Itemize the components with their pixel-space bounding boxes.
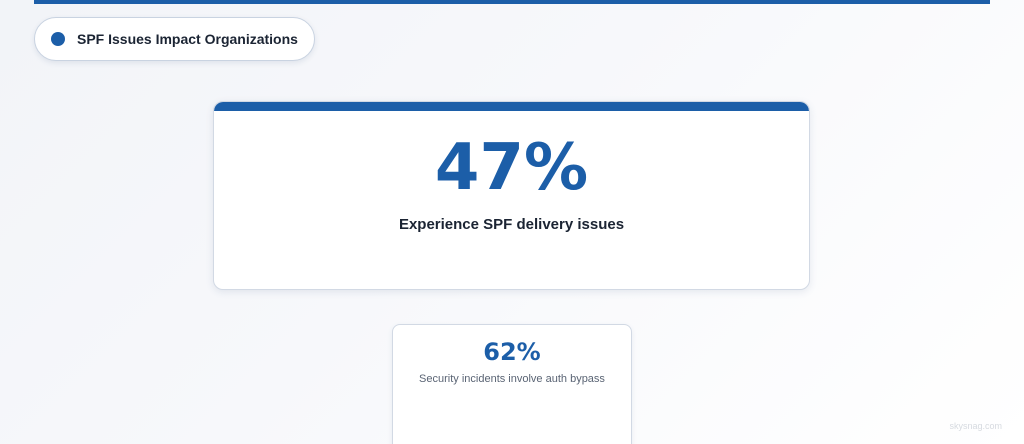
section-badge-label: SPF Issues Impact Organizations bbox=[77, 31, 298, 47]
secondary-stat-caption: Security incidents involve auth bypass bbox=[419, 373, 605, 385]
secondary-stat-value: 62% bbox=[483, 338, 541, 366]
primary-stat-card-accent bbox=[214, 102, 809, 111]
watermark: skysnag.com bbox=[949, 421, 1002, 431]
primary-stat-caption: Experience SPF delivery issues bbox=[398, 216, 625, 233]
section-badge: SPF Issues Impact Organizations bbox=[34, 17, 315, 61]
secondary-stat-card: 62% Security incidents involve auth bypa… bbox=[392, 324, 632, 444]
primary-stat-value: 47% bbox=[434, 131, 589, 205]
badge-dot-icon bbox=[51, 32, 65, 46]
primary-stat-card: 47% Experience SPF delivery issues bbox=[213, 101, 810, 290]
top-accent-bar bbox=[34, 0, 990, 4]
